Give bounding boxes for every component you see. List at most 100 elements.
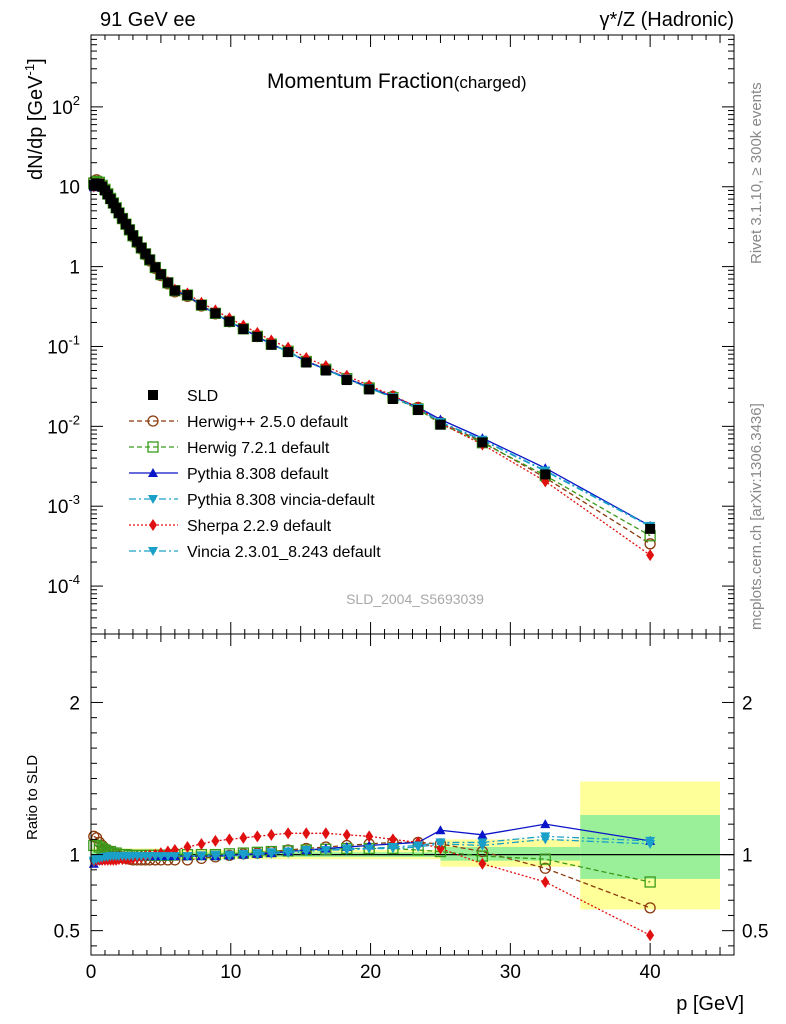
legend-marker-6 [148,547,158,556]
ratio-series [88,819,656,942]
sld-point-39 [645,523,656,534]
legend-label-3: Pythia 8.308 default [187,466,329,483]
ratio-point-4-31 [321,827,330,840]
y-tick-label-4: 1 [69,258,80,279]
ratio-point-5-23 [196,851,207,861]
x-tick-label-4: 40 [640,962,661,983]
y-tick-exp: 2 [73,93,80,108]
ratio-point-4-30 [302,827,311,840]
ratio-point-4-29 [284,827,293,840]
legend-marker-2 [147,441,159,453]
main-series [88,174,656,562]
legend-marker-3 [148,468,158,477]
legend-marker-4 [148,495,158,504]
ratio-point-0-38 [539,862,551,874]
x-tick-label-1: 10 [220,962,241,983]
ratio-point-0-39 [644,902,656,914]
legend-label-1: Herwig++ 2.5.0 default [187,414,349,431]
y-tick-base: 10 [59,178,80,199]
ratio-point-2-36 [435,825,446,835]
sld-point-14 [132,236,143,247]
ratio-point-5-24 [210,850,221,860]
ratio-tick-label-right-2: 2 [742,693,753,714]
ratio-point-4-34 [388,833,397,846]
y-axis-label-sup: -1 [22,64,37,76]
main-line-5 [93,183,651,527]
plot-title-main: Momentum Fraction [267,70,454,93]
ratio-point-4-22 [183,840,192,853]
ratio-point-4-32 [342,828,351,841]
plot-title: Momentum Fraction(charged) [267,70,527,93]
legend-label-4: Pythia 8.308 vincia-default [187,492,375,509]
plot-title-suffix: (charged) [454,73,527,92]
sld-point-35 [413,405,424,416]
ratio-point-5-33 [364,844,375,854]
ratio-point-4-39 [646,929,655,942]
y-tick-base: 10 [52,98,73,119]
ratio-point-4-38 [541,875,550,888]
ratio-point-4-27 [253,830,262,843]
ratio-point-4-26 [239,831,248,844]
sld-point-30 [301,357,312,368]
ratio-point-4-33 [365,830,374,843]
ratio-tick-label-right-1: 1 [742,846,753,867]
y-axis-label-end: ] [25,58,47,64]
sld-point-16 [140,248,151,259]
sld-point-11 [120,219,131,230]
ratio-tick-label-left-1: 1 [69,846,80,867]
sld-point-34 [387,393,398,404]
ratio-point-5-21 [169,852,180,862]
ratio-point-5-19 [155,852,166,862]
ratio-point-4-25 [225,833,234,846]
sld-point-15 [136,242,147,253]
sld-point-19 [155,269,166,280]
sld-point-27 [252,331,263,342]
y-tick-base: 10 [47,417,68,438]
ratio-point-5-31 [320,846,331,856]
ratio-point-5-35 [413,841,424,851]
sld-point-32 [341,375,352,386]
main-line-4 [93,183,651,556]
main-line-3 [93,184,651,528]
ratio-tick-label-left-2: 2 [69,693,80,714]
sld-point-21 [169,285,180,296]
sld-point-9 [113,207,124,218]
sld-point-18 [150,262,161,273]
y-tick-base: 10 [47,337,68,358]
sld-point-29 [283,347,294,358]
sld-point-10 [117,213,128,224]
sld-point-31 [320,365,331,376]
y-tick-label-5: 10 [59,178,80,199]
ratio-point-4-28 [267,828,276,841]
y-tick-label-2: 10-2 [47,412,80,438]
legend-marker-1 [147,415,159,427]
y-axis-label: dN/dp [GeV-1] [22,58,47,180]
y-axis-label-main: dN/dp [GeV [25,75,47,180]
ratio-point-4-23 [197,837,206,850]
legend-label-5: Sherpa 2.2.9 default [187,518,332,535]
y-tick-exp: -1 [68,332,80,347]
ratio-point-1-38 [539,853,551,865]
sld-point-24 [210,308,221,319]
y-tick-base: 10 [47,577,68,598]
sld-point-33 [364,384,375,395]
ratio-point-4-37 [478,857,487,870]
legend-label-6: Vincia 2.3.01_8.243 default [187,544,381,561]
sld-point-22 [182,290,193,301]
legend-label-2: Herwig 7.2.1 default [187,440,330,457]
header-right: γ*/Z (Hadronic) [600,9,734,31]
main-line-2 [93,184,651,527]
header-left: 91 GeV ee [100,9,196,31]
ratio-point-5-34 [387,842,398,852]
main-point-4-39 [646,549,655,562]
sld-point-38 [540,469,551,480]
ratio-point-5-30 [301,846,312,856]
x-tick-label-3: 30 [500,962,521,983]
x-tick-label-2: 20 [360,962,381,983]
sld-point-12 [124,224,135,235]
ratio-point-5-27 [252,849,263,859]
ratio-point-5-37 [477,838,488,848]
sld-point-17 [144,254,155,265]
ratio-point-2-38 [540,819,551,829]
